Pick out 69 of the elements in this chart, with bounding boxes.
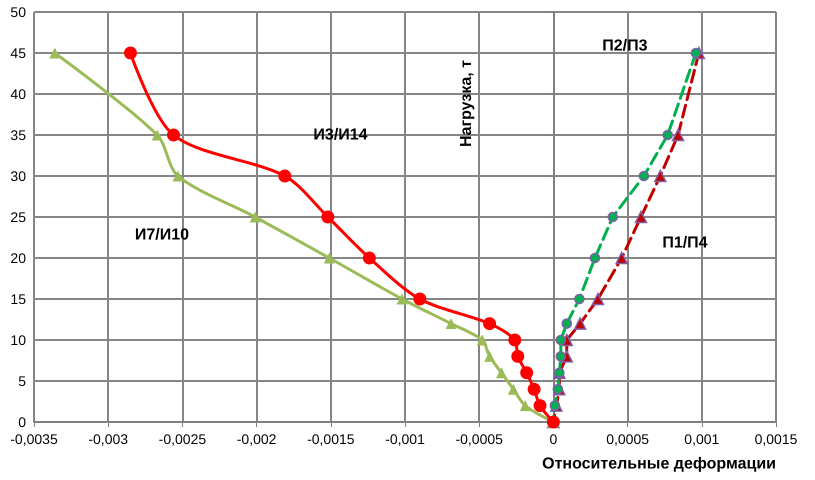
- point: [592, 292, 604, 306]
- text: И3/И14: [313, 126, 368, 144]
- y-tick-label: 10: [10, 332, 26, 348]
- point: [638, 170, 650, 182]
- y-tick-label: 50: [10, 4, 26, 20]
- series-label: П1/П4: [662, 234, 708, 252]
- point: [321, 210, 334, 224]
- y-tick-label: 5: [18, 373, 26, 389]
- point: [511, 350, 524, 363]
- x-tick-label: -0,001: [385, 431, 426, 447]
- point: [556, 351, 566, 362]
- x-tick-label: -0,0025: [158, 431, 206, 447]
- point: [562, 318, 572, 329]
- point: [172, 170, 184, 182]
- x-tick-label: 0,001: [684, 431, 720, 447]
- x-tick-label: -0,003: [88, 431, 128, 447]
- point: [615, 252, 628, 264]
- point: [362, 252, 376, 264]
- point: [496, 367, 507, 378]
- text: П2/П3: [602, 38, 648, 54]
- point: [396, 294, 408, 304]
- point: [590, 252, 600, 264]
- point: [508, 384, 519, 395]
- y-tick-label: 30: [10, 168, 26, 184]
- point: [152, 130, 163, 140]
- point: [574, 294, 585, 304]
- point: [550, 400, 560, 411]
- point: [534, 399, 547, 412]
- point: [167, 128, 180, 142]
- x-axis-title: Относительные деформации: [542, 456, 776, 472]
- point: [634, 210, 648, 224]
- point: [446, 318, 457, 330]
- point: [476, 334, 488, 346]
- point: [250, 212, 261, 222]
- point: [574, 317, 586, 330]
- x-tick-label: 0: [550, 431, 558, 447]
- point: [690, 48, 702, 58]
- y-tick-label: 15: [10, 291, 26, 307]
- point: [672, 128, 684, 142]
- y-tick-label: 45: [10, 45, 26, 61]
- point: [528, 382, 541, 396]
- point: [324, 252, 335, 264]
- point: [508, 334, 522, 346]
- point: [608, 212, 618, 222]
- point: [413, 292, 426, 306]
- point: [662, 130, 673, 140]
- point: [49, 48, 60, 58]
- point: [654, 170, 666, 182]
- y-tick-label: 0: [18, 414, 26, 430]
- y-tick-label: 25: [10, 209, 26, 225]
- point: [520, 400, 531, 412]
- x-tick-label: -0,0015: [307, 431, 355, 447]
- x-tick-label: -0,002: [236, 431, 277, 447]
- x-tick-label: -0,0035: [10, 431, 58, 447]
- point: [556, 334, 566, 346]
- text: И7/И10: [134, 226, 190, 244]
- point: [552, 384, 564, 394]
- point: [520, 366, 534, 380]
- point: [124, 46, 137, 60]
- point: [484, 350, 496, 362]
- y-axis-title: Нагрузка, т: [458, 60, 475, 147]
- y-tick-label: 40: [10, 86, 26, 102]
- y-tick-label: 35: [10, 127, 26, 143]
- x-tick-label: 0,0005: [606, 431, 650, 447]
- point: [278, 170, 292, 182]
- x-tick-label: -0,0005: [455, 431, 504, 447]
- x-tick-label: 0,0015: [754, 431, 798, 447]
- point: [483, 317, 496, 330]
- y-tick-label: 20: [10, 250, 26, 266]
